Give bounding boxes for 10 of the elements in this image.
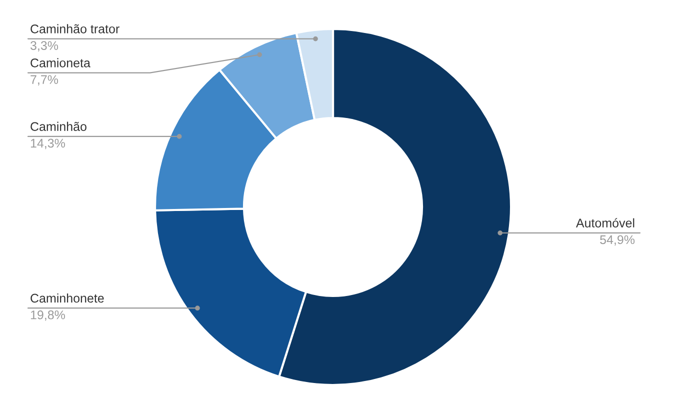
data-label: 3,3%: [30, 41, 58, 52]
data-label: 54,9%: [600, 235, 635, 246]
data-label: 14,3%: [30, 138, 65, 150]
data-label: 7,7%: [30, 75, 58, 86]
slice-label: Caminhão: [30, 122, 86, 131]
data-label: 19,8%: [30, 310, 65, 321]
slice-label: Automóvel: [576, 218, 634, 228]
slice-label: Caminhonete: [30, 293, 104, 303]
slice-label: Caminhão trator: [30, 24, 120, 34]
slice-label: Camioneta: [30, 58, 90, 68]
